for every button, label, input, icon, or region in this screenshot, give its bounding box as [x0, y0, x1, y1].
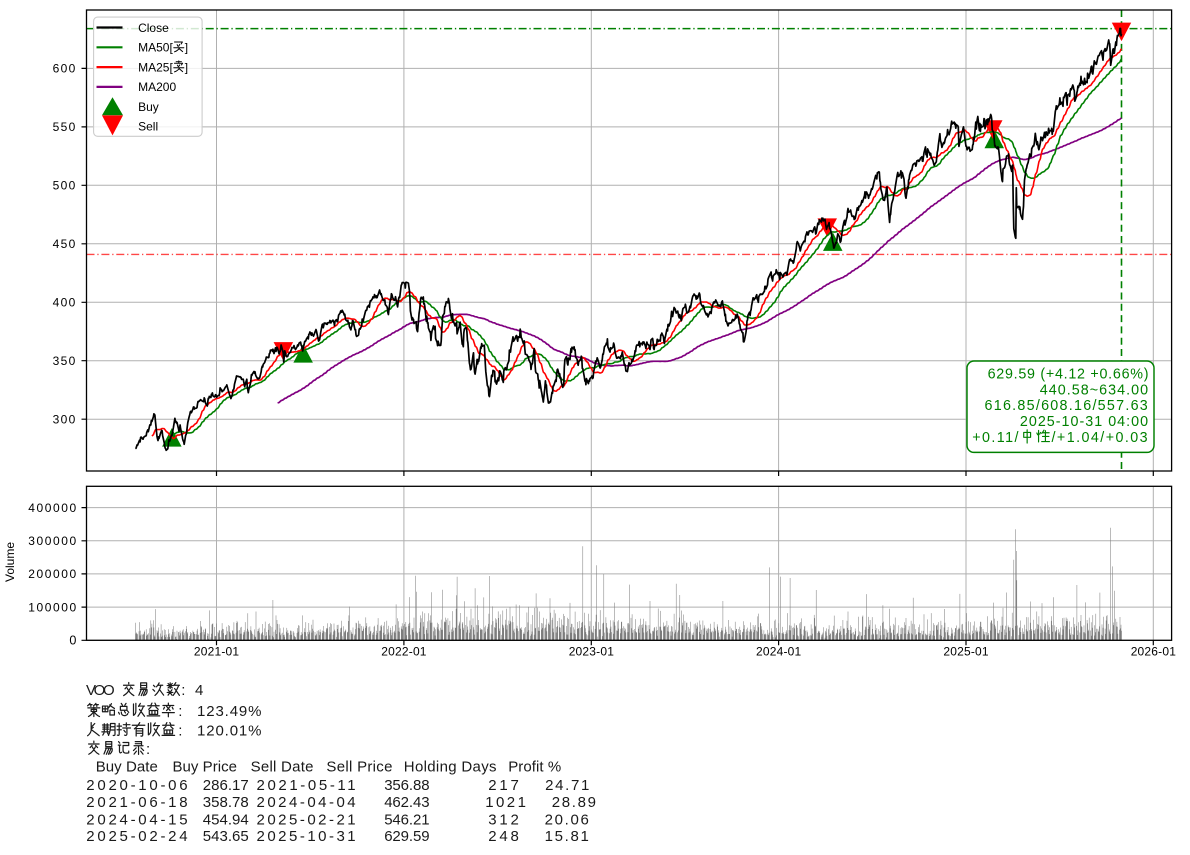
svg-text:Sell: Sell [138, 120, 158, 134]
svg-text:248: 248 [488, 828, 521, 845]
svg-text::: : [146, 741, 150, 758]
svg-text:2022-01: 2022-01 [381, 645, 427, 659]
svg-text:500: 500 [53, 179, 77, 193]
svg-text:VOO: VOO [86, 682, 114, 699]
svg-text:100000: 100000 [28, 600, 78, 614]
svg-text:Sell Date: Sell Date [251, 758, 314, 775]
svg-text:543.65: 543.65 [203, 828, 249, 845]
svg-text:400000: 400000 [28, 501, 78, 515]
svg-text:15.81: 15.81 [545, 828, 591, 845]
svg-text:2021-06-18: 2021-06-18 [86, 794, 190, 811]
svg-text:123.49%: 123.49% [197, 703, 262, 720]
svg-text:629.59: 629.59 [384, 828, 429, 845]
svg-text:1021: 1021 [485, 794, 528, 811]
svg-text:2024-01: 2024-01 [756, 645, 802, 659]
svg-text:2025-02-21: 2025-02-21 [257, 811, 359, 828]
svg-text:+0.11/: +0.11/ [972, 430, 1020, 446]
svg-text:MA25[: MA25[ [138, 60, 173, 74]
svg-text:400: 400 [53, 296, 77, 310]
svg-text::: : [178, 703, 182, 720]
svg-text:2021-05-11: 2021-05-11 [257, 777, 359, 794]
svg-text:300: 300 [53, 413, 77, 427]
svg-text:546.21: 546.21 [384, 811, 429, 828]
svg-text:312: 312 [488, 811, 521, 828]
svg-text:Buy Price: Buy Price [173, 758, 238, 775]
svg-text:Close: Close [138, 21, 169, 35]
svg-text:28.89: 28.89 [552, 794, 598, 811]
svg-text:24.71: 24.71 [545, 777, 591, 794]
svg-text::: : [181, 682, 185, 699]
svg-text:217: 217 [488, 777, 521, 794]
svg-text:2024-04-15: 2024-04-15 [86, 811, 190, 828]
svg-text::: : [178, 722, 182, 739]
svg-text:/+1.04/+0.03: /+1.04/+0.03 [1052, 430, 1150, 446]
svg-text:440.58~634.00: 440.58~634.00 [1040, 383, 1149, 399]
svg-text:350: 350 [53, 354, 77, 368]
svg-text:Volume: Volume [3, 542, 17, 582]
svg-text:286.17: 286.17 [203, 777, 249, 794]
svg-text:2025-01: 2025-01 [943, 645, 989, 659]
svg-text:300000: 300000 [28, 534, 78, 548]
svg-text:358.78: 358.78 [203, 794, 249, 811]
svg-text:2025-10-31: 2025-10-31 [257, 828, 359, 845]
svg-text:MA200: MA200 [138, 80, 176, 94]
svg-text:616.85/608.16/557.63: 616.85/608.16/557.63 [985, 398, 1150, 414]
svg-text:629.59 (+4.12 +0.66%): 629.59 (+4.12 +0.66%) [988, 367, 1150, 383]
svg-text:Profit %: Profit % [508, 758, 561, 775]
svg-text:20.06: 20.06 [545, 811, 591, 828]
svg-text:2023-01: 2023-01 [569, 645, 615, 659]
svg-text:462.43: 462.43 [384, 794, 429, 811]
svg-text:356.88: 356.88 [384, 777, 429, 794]
svg-text:]: ] [185, 60, 188, 74]
svg-text:2024-04-04: 2024-04-04 [257, 794, 359, 811]
svg-text:Holding Days: Holding Days [404, 758, 497, 775]
svg-text:2025-02-24: 2025-02-24 [86, 828, 190, 845]
svg-text:2025-10-31 04:00: 2025-10-31 04:00 [1020, 414, 1149, 430]
svg-text:600: 600 [53, 62, 77, 76]
svg-text:Buy Date: Buy Date [96, 758, 158, 775]
svg-text:Sell Price: Sell Price [326, 758, 392, 775]
svg-text:2021-01: 2021-01 [194, 645, 240, 659]
svg-text:550: 550 [53, 120, 77, 134]
svg-text:120.01%: 120.01% [197, 722, 262, 739]
svg-text:]: ] [185, 41, 188, 55]
svg-text:MA50[: MA50[ [138, 41, 173, 55]
svg-text:0: 0 [69, 634, 76, 648]
svg-text:2020-10-06: 2020-10-06 [86, 777, 190, 794]
svg-text:4: 4 [195, 682, 203, 699]
svg-text:200000: 200000 [28, 567, 78, 581]
svg-text:2026-01: 2026-01 [1131, 645, 1177, 659]
svg-text:450: 450 [53, 237, 77, 251]
svg-text:Buy: Buy [138, 100, 159, 114]
svg-text:454.94: 454.94 [203, 811, 249, 828]
